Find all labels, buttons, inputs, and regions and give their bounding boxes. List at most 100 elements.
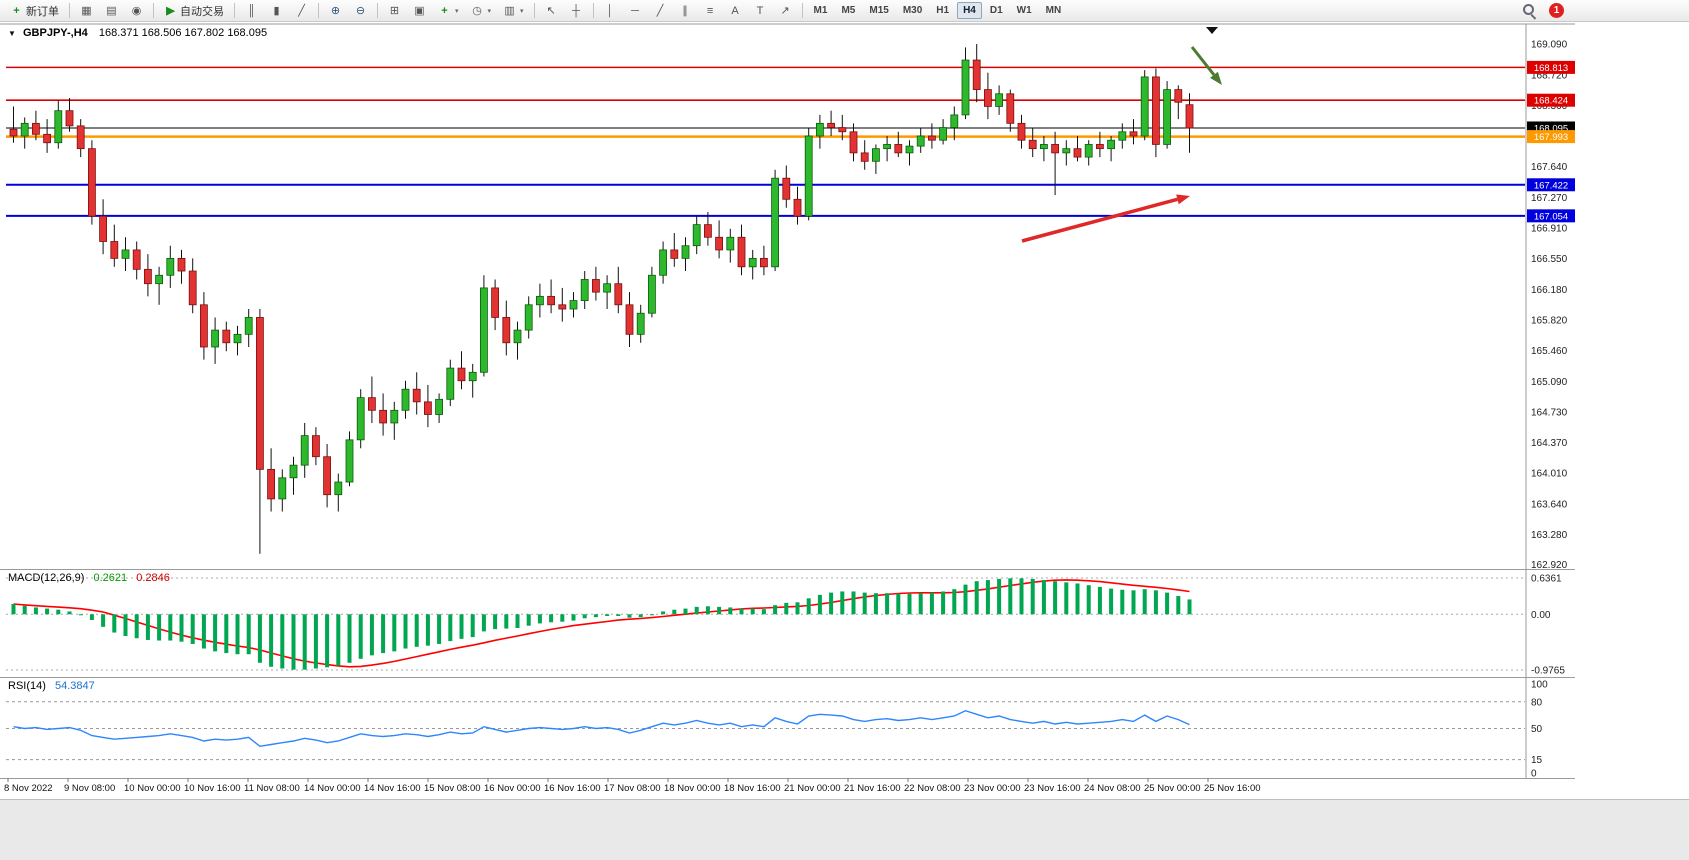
svg-text:168.813: 168.813 [1534,63,1568,74]
autotrading-button[interactable]: ▶ 自动交易 [159,1,229,21]
label-button[interactable]: T [749,1,772,21]
timeframe-button-d1[interactable]: D1 [989,5,1003,16]
line-chart-icon: ╱ [298,5,305,17]
charts-button[interactable]: ▦ [75,1,98,21]
channel-icon: ∥ [682,5,688,17]
support-line-1-label-box [1527,178,1575,192]
template-icon: ▥ [504,5,515,17]
cursor-button[interactable]: ↖ [540,1,563,21]
notification-badge[interactable]: 1 [1549,3,1564,18]
fibonacci-icon: ≡ [706,4,714,17]
toolbar-separator [592,3,594,18]
svg-text:14 Nov 00:00: 14 Nov 00:00 [304,783,361,794]
svg-text:18 Nov 00:00: 18 Nov 00:00 [664,783,721,794]
arrow-objects[interactable] [1021,46,1222,243]
svg-text:24 Nov 08:00: 24 Nov 08:00 [1084,783,1141,794]
zoom-out-button[interactable]: ⊖ [349,1,372,21]
periods-button[interactable]: ◷ ▾ [466,1,497,21]
new-order-button-label: 新订单 [26,5,59,18]
vline-icon: │ [606,4,614,17]
macd-pane-header: MACD(12,26,9) 0.2621 0.2846 [8,572,170,584]
toolbar-separator [153,3,154,18]
resistance-line-1-label-box [1527,60,1575,74]
svg-text:168.095: 168.095 [1534,123,1568,134]
svg-text:166.550: 166.550 [1531,254,1568,265]
fibonacci-button[interactable]: ≡ [699,1,722,21]
auto-arrange-button[interactable]: ▣ [408,1,431,21]
bars-chart-button[interactable]: ║ [240,1,263,21]
arrows-button[interactable]: ↗ [774,1,797,21]
timeframe-button-m30[interactable]: M30 [902,5,923,16]
svg-text:100: 100 [1531,680,1548,691]
tile-windows-button[interactable]: ⊞ [383,1,406,21]
zoom-in-button[interactable]: ⊕ [324,1,347,21]
search-icon[interactable] [1523,3,1537,18]
svg-text:15: 15 [1531,755,1543,766]
svg-text:0.6361: 0.6361 [1531,574,1562,585]
new-order-icon: + [13,4,20,17]
timeframe-button-m5[interactable]: M5 [841,5,856,16]
profiles-button[interactable]: ▤ [100,1,123,21]
new-order-button[interactable]: + 新订单 [5,1,64,21]
timeframe-button-h4[interactable]: H4 [957,2,982,19]
ohlc-values: 168.371 168.506 167.802 168.095 [98,27,268,39]
timeframe-button-h1[interactable]: H1 [936,5,950,16]
svg-text:17 Nov 08:00: 17 Nov 08:00 [604,783,661,794]
alerts-button[interactable]: ◉ [125,1,148,21]
rsi-title: RSI(14) [8,680,46,692]
svg-text:11 Nov 08:00: 11 Nov 08:00 [244,783,300,794]
vertical-line-button[interactable]: │ [599,1,622,21]
svg-text:166.910: 166.910 [1531,223,1568,234]
macd-signal-line [13,579,1190,668]
dropdown-caret-icon: ▾ [455,7,459,15]
horizontal-line-objects[interactable] [6,66,1525,217]
red-arrow[interactable] [1021,197,1178,243]
svg-text:23 Nov 00:00: 23 Nov 00:00 [964,783,1021,794]
symbol-label: GBPJPY-,H4 [22,27,88,39]
hline-icon: ─ [631,4,639,17]
tile-icon: ⊞ [389,5,400,17]
line-chart-button[interactable]: ╱ [290,1,313,21]
profiles-icon: ▤ [106,5,117,17]
indicators-button[interactable]: + ▾ [433,1,464,21]
templates-button[interactable]: ▥ ▾ [498,1,529,21]
crosshair-button[interactable]: ┼ [565,1,588,21]
arrange-icon: ▣ [414,5,425,17]
svg-text:162.920: 162.920 [1531,560,1568,571]
time-axis[interactable]: 8 Nov 2022 9 Nov 08:00 10 Nov 00:00 10 Nov … [4,778,1261,794]
timeframe-button-m15[interactable]: M15 [869,5,889,16]
timeframe-button-w1[interactable]: W1 [1016,5,1032,16]
bars-icon: ║ [247,4,256,17]
svg-text:167.993: 167.993 [1534,132,1568,143]
clock-icon: ◷ [472,5,482,17]
rsi-value: 54.3847 [54,680,95,692]
trendline-button[interactable]: ╱ [649,1,672,21]
svg-text:166.180: 166.180 [1531,285,1568,296]
price-axis[interactable]: 169.090168.720168.360167.640167.270166.9… [1531,40,1568,572]
toolbar-right-group: 1 [1523,3,1564,18]
timeframe-button-mn[interactable]: MN [1045,5,1062,16]
text-button[interactable]: A [724,1,747,21]
svg-text:80: 80 [1531,697,1543,708]
alerts-icon: ◉ [131,5,142,17]
channel-button[interactable]: ∥ [674,1,697,21]
svg-text:164.010: 164.010 [1531,468,1568,479]
candlestick-chart-button[interactable]: ▮ [265,1,288,21]
trendline-icon: ╱ [656,5,664,17]
chart-shift-marker[interactable] [1206,27,1218,34]
svg-text:164.370: 164.370 [1531,438,1568,449]
cursor-icon: ↖ [546,5,556,17]
timeframe-button-m1[interactable]: M1 [813,5,828,16]
toolbar-separator [801,3,803,18]
main-toolbar: + 新订单 ▦ ▤ ◉ ▶ 自动交易 ║ ▮ ╱ ⊕ ⊖ ⊞ ▣ + ▾ ◷ ▾ ▥ ▾ ↖ ┼ │ ─ ╱ ∥ ≡ A T ↗ M1 M5 M… [0,0,1689,22]
green-arrow[interactable] [1190,46,1216,76]
one-click-trading-toggle[interactable]: ▼ [8,29,16,38]
panel-borders [0,23,1689,860]
text-icon: A [731,4,739,17]
horizontal-line-button[interactable]: ─ [624,1,647,21]
svg-text:50: 50 [1531,724,1543,735]
candles-icon: ▮ [273,5,280,17]
svg-text:22 Nov 08:00: 22 Nov 08:00 [904,783,961,794]
